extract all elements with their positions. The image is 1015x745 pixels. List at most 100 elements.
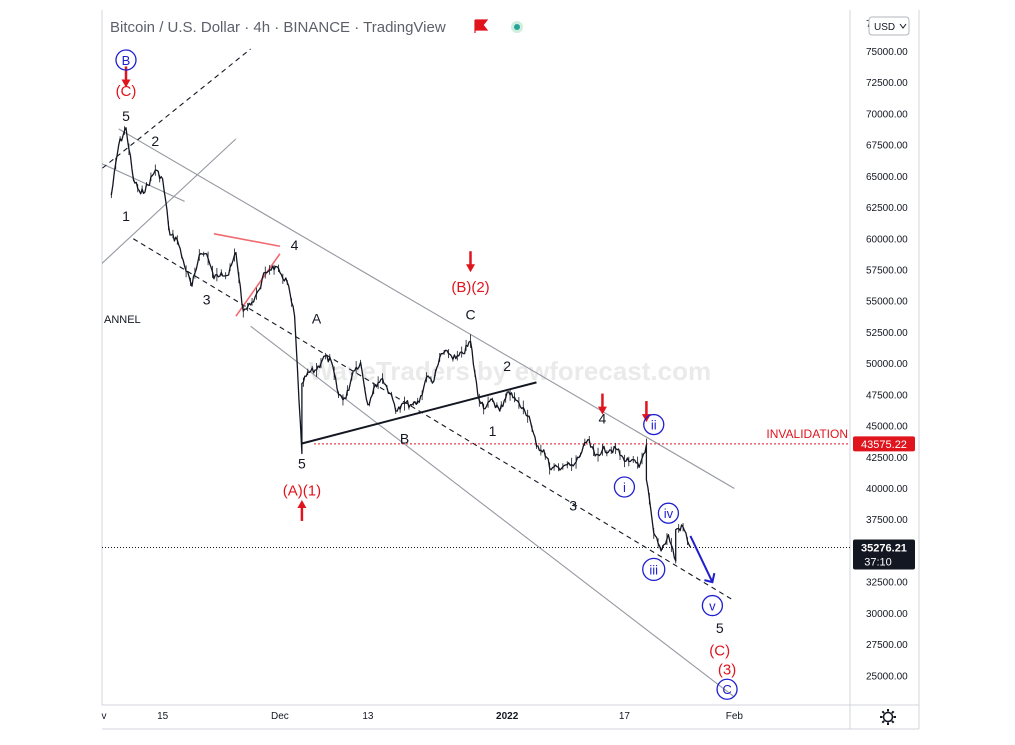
red-flag-icon[interactable] (474, 19, 489, 33)
time-tick-label: 13 (362, 711, 374, 722)
wave-label: v (709, 599, 716, 614)
wave-label: 2 (503, 358, 511, 374)
wave-label: C (465, 307, 475, 323)
price-tick-label: 60000.00 (866, 234, 908, 245)
wave-label-circle (701, 594, 724, 617)
last-price: 35276.21 (861, 542, 907, 554)
price-line (110, 127, 691, 562)
watermark: WaveTraders by ewforecast.com (309, 356, 711, 386)
wave-label: A (312, 310, 322, 326)
arrow-down-head (597, 406, 607, 415)
time-tick-label: 15 (157, 711, 169, 722)
wave-label-circle (115, 49, 137, 71)
price-tick-label: 32500.00 (866, 578, 908, 589)
price-tick-label: 55000.00 (866, 297, 908, 308)
price-tick-label: 67500.00 (866, 141, 908, 152)
price-series (110, 126, 691, 564)
wave-label: 3 (569, 498, 577, 514)
time-tick-label: Dec (271, 711, 289, 722)
wave-label: 4 (599, 410, 607, 426)
price-tick-label: 47500.00 (866, 390, 908, 401)
triangle-line (75, 176, 90, 191)
wave-labels: B(C)521434A5(A)(1)B(B)(2)C2143iiiiviiiv5… (85, 49, 738, 700)
price-tick-label: 72500.00 (866, 78, 908, 89)
wave-label: B (400, 430, 409, 446)
price-tick-label: 70000.00 (866, 109, 908, 120)
triangle-line (213, 232, 281, 248)
wave-label: (C) (709, 643, 730, 660)
channel-line (118, 128, 735, 489)
channel-line (102, 48, 251, 170)
arrow-down-head (121, 79, 131, 88)
price-axis[interactable]: 75000.00 72500.00 70000.00 67500.00 65000.00… (866, 47, 908, 682)
price-tick-label: 37500.00 (866, 515, 908, 526)
price-tick-label: 30000.00 (866, 609, 908, 620)
currency-label: USD (874, 22, 895, 33)
price-tick-label: 42500.00 (866, 453, 908, 464)
price-tick-label: 57500.00 (866, 265, 908, 276)
arrow-down-head (466, 264, 475, 273)
wave-arrows (121, 66, 716, 584)
horizontal-levels (102, 443, 850, 548)
price-tick-label: 52500.00 (866, 328, 908, 339)
invalidation-label: INVALIDATION (766, 427, 848, 441)
price-tick-label: 27500.00 (866, 640, 908, 651)
wave-label: (B)(2) (451, 279, 489, 296)
chevron-down-icon (899, 23, 907, 29)
time-tick-label: Feb (726, 711, 744, 722)
time-tick-label: v (102, 711, 107, 722)
wave-label: (3) (718, 661, 736, 678)
price-tick-label: 25000.00 (866, 671, 908, 682)
price-tick-label: 50000.00 (866, 359, 908, 370)
time-tick-label: 2022 (496, 711, 519, 722)
channel-line (102, 163, 185, 202)
wave-label-circle (657, 502, 680, 524)
bar-countdown: 37:10 (864, 556, 892, 568)
wave-label-circle (716, 678, 738, 700)
triangle-line (301, 381, 537, 445)
wave-label: 5 (122, 108, 130, 124)
wave-label: 5 (298, 455, 306, 471)
price-tick-label: 75000.00 (866, 47, 908, 58)
wave-label: iii (649, 562, 658, 577)
triangle-line (75, 239, 90, 264)
wave-label: 1 (122, 208, 130, 224)
projection-arrow (689, 535, 714, 583)
wave-label: ii (651, 418, 657, 433)
gear-icon[interactable] (880, 709, 896, 725)
wave-label: 4 (85, 249, 93, 265)
price-tick-label: 65000.00 (866, 172, 908, 183)
wave-label: B (122, 53, 131, 68)
invalidation-price-badge: 43575.22 (853, 436, 915, 452)
wave-label: C (722, 682, 731, 697)
wave-label: iv (664, 506, 674, 521)
time-axis[interactable]: v 15 Dec 13 2022 17 Feb (102, 711, 744, 722)
chart-title: Bitcoin / U.S. Dollar · 4h · BINANCE · T… (110, 19, 446, 36)
projection-arrowhead (704, 572, 716, 584)
wave-label: 4 (291, 237, 299, 253)
plot-area: B(C)521434A5(A)(1)B(B)(2)C2143iiiiviiiv5… (75, 48, 850, 700)
wave-label: 2 (151, 133, 159, 149)
wave-label: i (623, 480, 626, 495)
watermark-layer: WaveTraders by ewforecast.com (309, 356, 711, 386)
green-dot-icon (511, 21, 523, 33)
time-tick-label: 17 (619, 711, 631, 722)
trendlines (75, 48, 735, 698)
wave-label: 5 (716, 620, 724, 636)
wave-label-circle (642, 557, 666, 582)
channel-side-label: ANNEL (104, 314, 141, 326)
wave-label: (A)(1) (283, 483, 321, 500)
wave-label-circle (643, 413, 665, 436)
currency-button[interactable]: USD (868, 16, 910, 36)
price-tick-label: 45000.00 (866, 422, 908, 433)
last-price-badge: 35276.21 37:10 (853, 539, 915, 570)
price-tick-label: 40000.00 (866, 484, 908, 495)
wave-label: 3 (203, 292, 211, 308)
wave-label: 1 (489, 423, 497, 439)
arrow-up-head (297, 499, 307, 508)
wave-label: (C) (116, 83, 137, 100)
channel-line (250, 325, 735, 698)
wave-label-circle (613, 476, 636, 498)
